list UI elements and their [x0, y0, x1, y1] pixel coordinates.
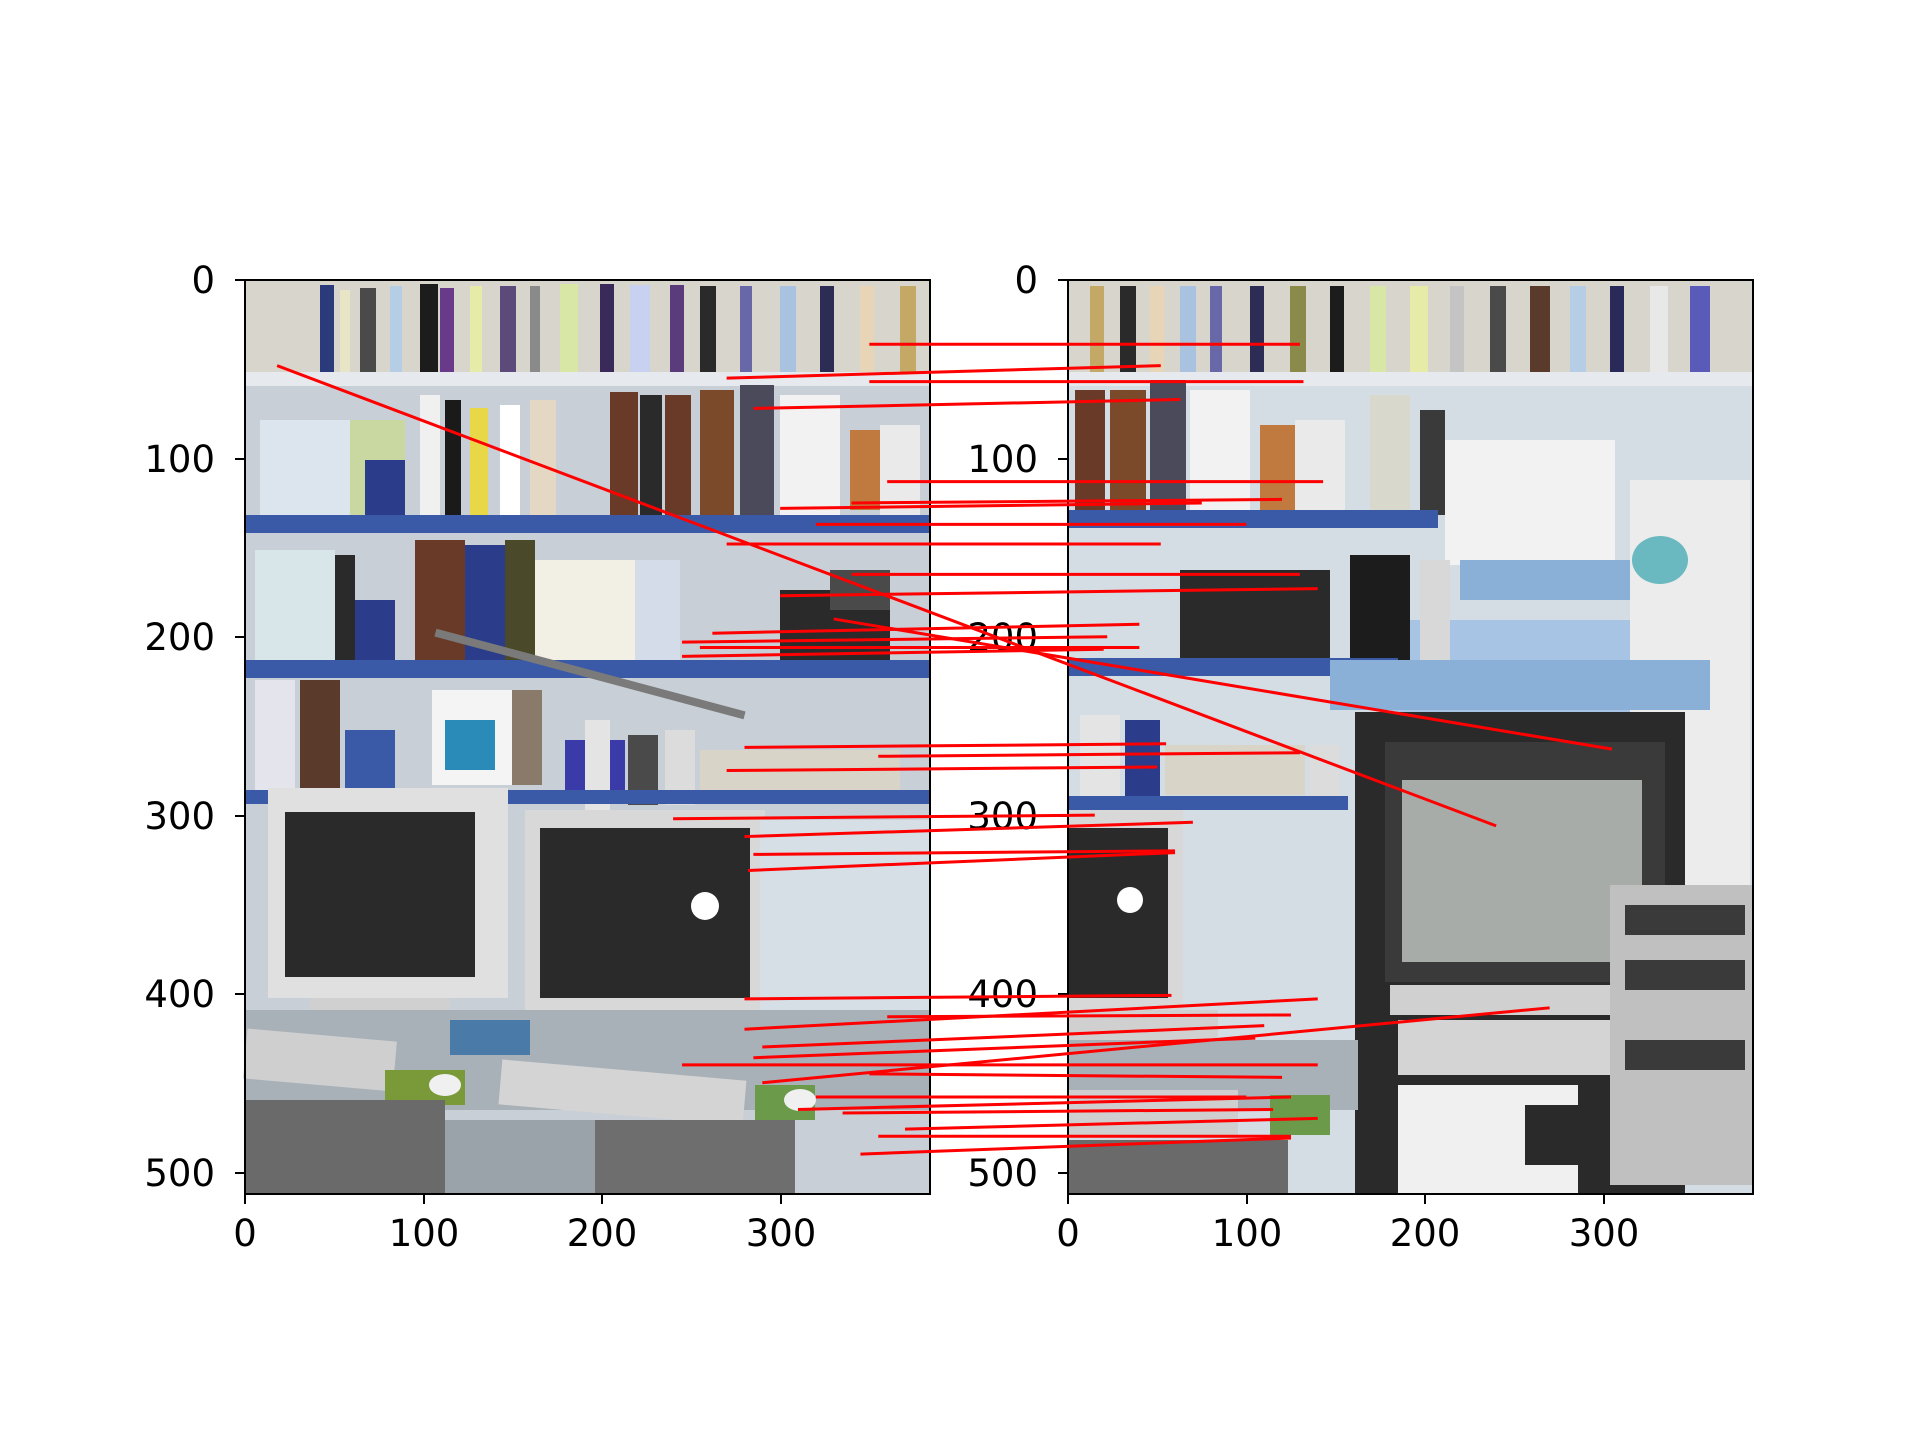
match-line — [753, 1036, 1256, 1060]
right-x-axis: 0 100 200 300 — [1056, 1194, 1639, 1255]
right-y-tick-label: 100 — [967, 438, 1038, 481]
match-line — [744, 997, 1318, 1031]
right-image — [1068, 280, 1753, 1194]
match-line — [869, 1072, 1283, 1079]
right-panel: 0 100 200 300 400 500 0 100 200 300 — [967, 259, 1754, 1255]
match-line — [860, 1136, 1292, 1156]
match-line — [682, 635, 1108, 644]
left-axes-frame — [244, 279, 931, 1195]
left-x-tick-label: 300 — [746, 1212, 817, 1255]
left-image — [243, 280, 930, 1194]
left-panel: 0 100 200 300 400 500 0 100 200 300 — [144, 259, 931, 1255]
match-line — [887, 1013, 1291, 1019]
left-y-tick-label: 500 — [144, 1152, 215, 1195]
left-y-tick-label: 400 — [144, 973, 215, 1016]
right-shelf-3 — [1180, 555, 1450, 670]
left-monitor-2 — [525, 810, 765, 1045]
right-x-tick-label: 200 — [1390, 1212, 1461, 1255]
left-book-row-1 — [320, 284, 916, 373]
match-line — [744, 820, 1193, 839]
right-y-tick-label: 500 — [967, 1152, 1038, 1195]
left-x-axis: 0 100 200 300 — [233, 1194, 816, 1255]
match-line — [712, 622, 1140, 635]
match-line — [726, 765, 1158, 773]
right-x-tick-label: 100 — [1212, 1212, 1283, 1255]
left-keyboards — [243, 1020, 816, 1126]
match-lines — [276, 342, 1613, 1156]
match-line — [726, 364, 1161, 380]
match-line — [797, 1095, 1292, 1111]
match-line — [842, 1107, 1274, 1115]
match-line — [673, 813, 1095, 821]
left-x-tick-label: 100 — [389, 1212, 460, 1255]
left-y-axis: 0 100 200 300 400 500 — [144, 259, 245, 1195]
left-x-tick-label: 0 — [233, 1212, 257, 1255]
match-line — [780, 587, 1318, 598]
match-line — [833, 617, 1613, 751]
match-line — [762, 1024, 1265, 1049]
match-line — [851, 497, 1283, 505]
left-book-row-2 — [260, 385, 920, 520]
right-equipment-rack — [1355, 712, 1753, 1194]
match-line — [753, 398, 1181, 410]
match-line — [682, 647, 1104, 658]
match-line — [878, 751, 1300, 758]
match-line — [744, 993, 1172, 1001]
left-y-tick-label: 0 — [191, 259, 215, 302]
right-book-row-1 — [1090, 286, 1710, 372]
right-y-tick-label: 0 — [1014, 259, 1038, 302]
match-line — [904, 1116, 1318, 1131]
match-line — [753, 849, 1176, 856]
left-y-tick-label: 200 — [144, 616, 215, 659]
match-line — [780, 501, 1202, 510]
right-x-tick-label: 0 — [1056, 1212, 1080, 1255]
left-y-tick-label: 300 — [144, 795, 215, 838]
right-x-tick-label: 300 — [1569, 1212, 1640, 1255]
match-line — [747, 851, 1176, 872]
match-line — [744, 742, 1167, 749]
right-axes-frame — [1067, 279, 1754, 1195]
left-chairs — [245, 1100, 795, 1194]
left-monitor-1 — [268, 788, 508, 1023]
right-y-tick-label: 400 — [967, 973, 1038, 1016]
left-x-tick-label: 200 — [567, 1212, 638, 1255]
match-line — [762, 1006, 1550, 1085]
left-y-tick-label: 100 — [144, 438, 215, 481]
